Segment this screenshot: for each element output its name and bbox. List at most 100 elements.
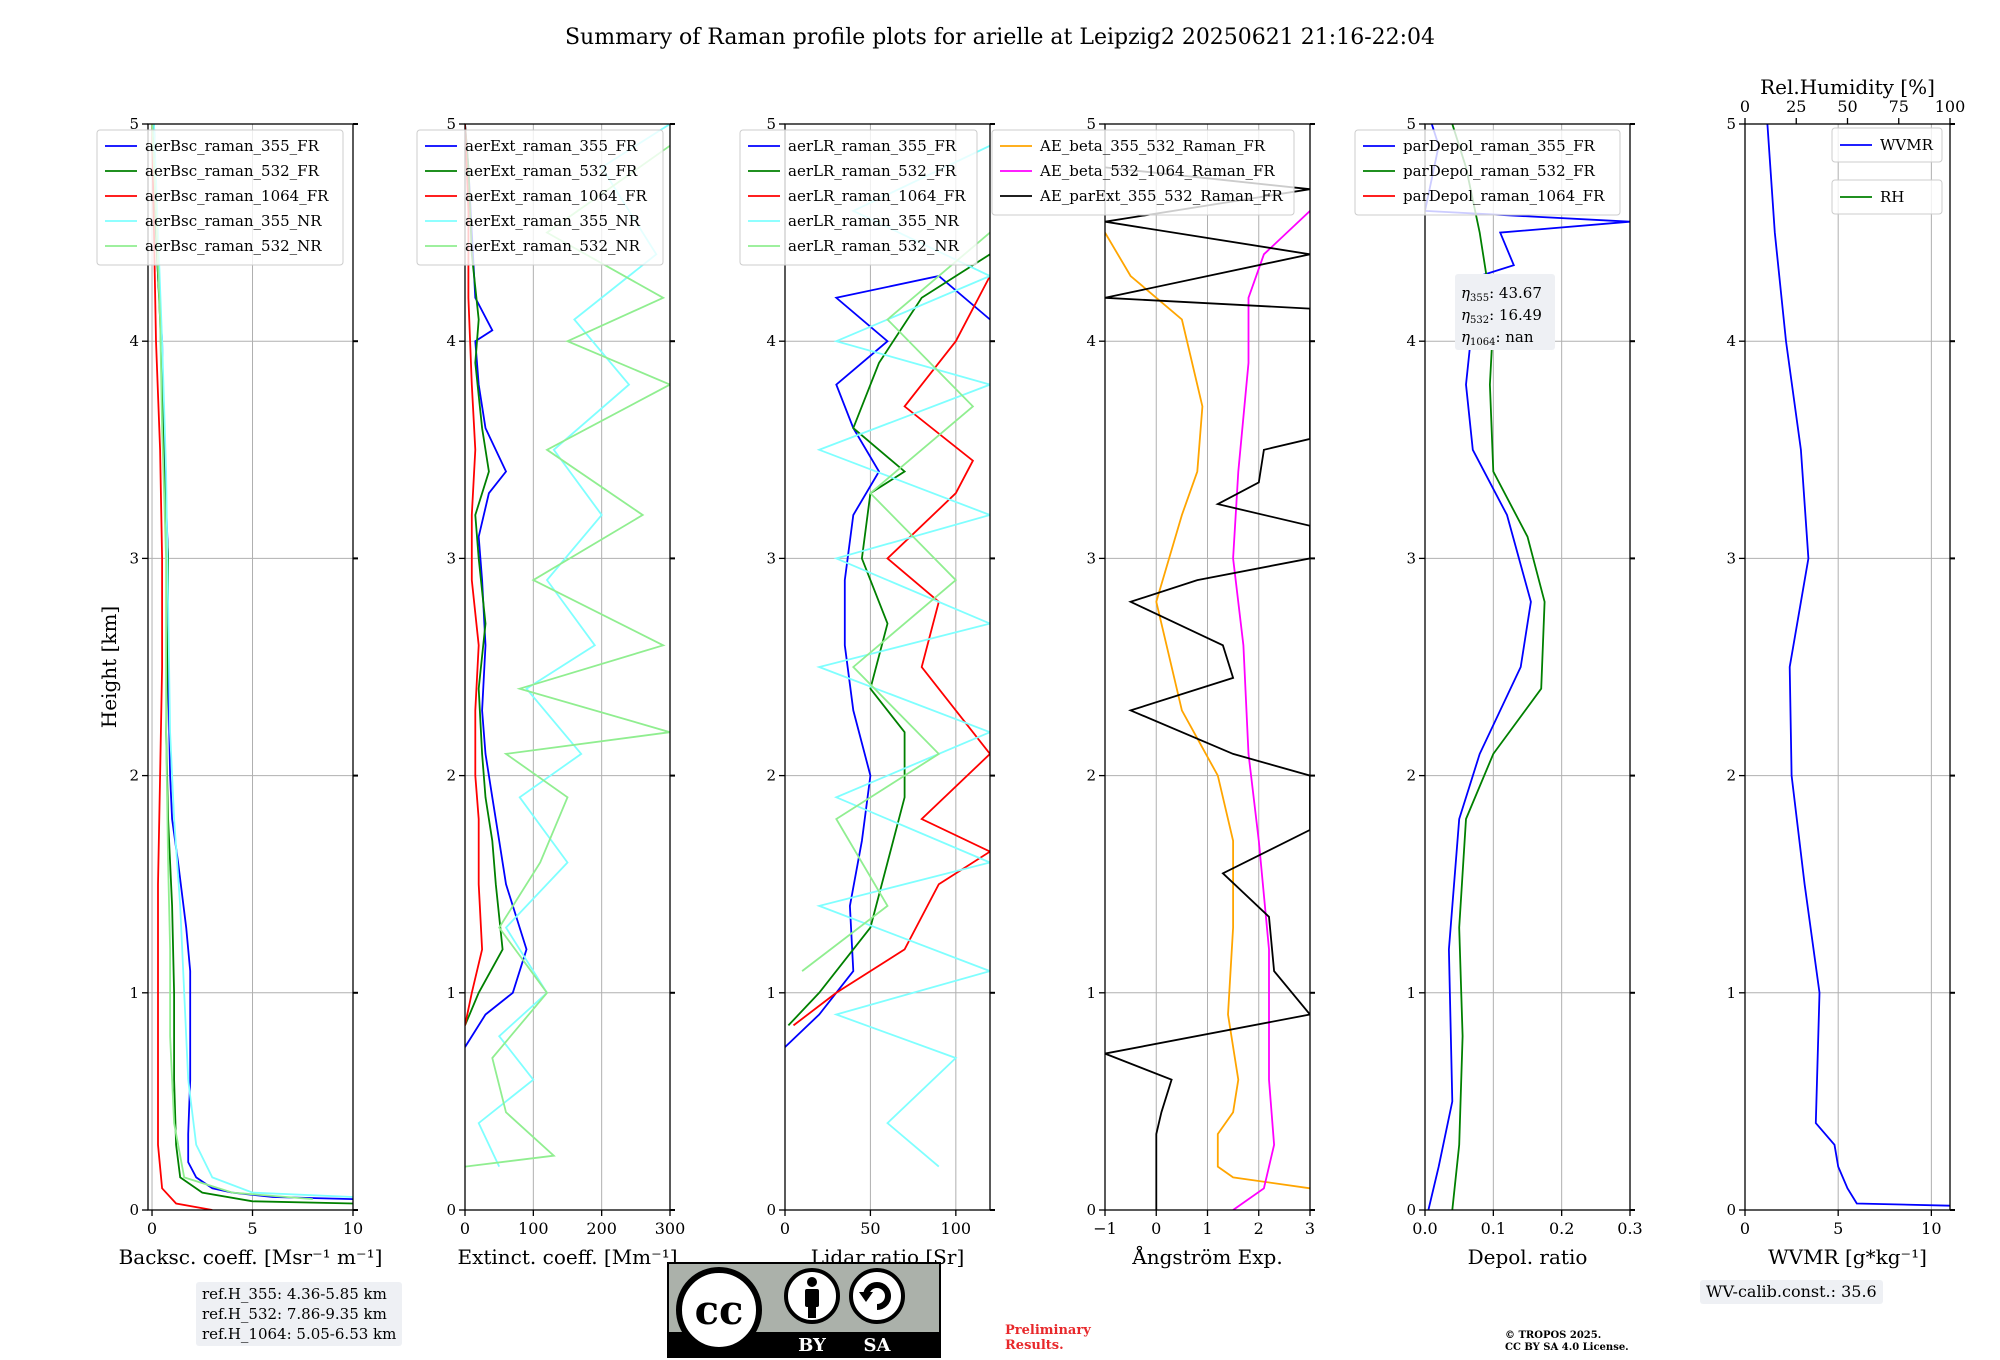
ref-height-1064: ref.H_1064: 5.05-6.53 km: [202, 1325, 397, 1343]
figure-title: Summary of Raman profile plots for ariel…: [565, 25, 1435, 50]
legend-label: AE_parExt_355_532_Raman_FR: [1039, 187, 1284, 205]
series-AE_beta_532_1064_Raman_FR: [1232, 210, 1310, 1210]
y-axis-label: Height [km]: [97, 606, 121, 728]
y-tick-label: 3: [129, 549, 139, 567]
panel-2: 0 100 200 300 0 1 2 3 4 5 Extinct. coeff. [Mm⁻¹] ae…: [416, 115, 685, 1269]
y-tick-label: 2: [1726, 767, 1736, 785]
x-tick-label: 50: [860, 1219, 880, 1238]
y-tick-label: 3: [446, 549, 456, 567]
series-aerLR_raman_532_FR: [787, 253, 990, 1027]
copyright-note: © TROPOS 2025. CC BY SA 4.0 License.: [1505, 1330, 1629, 1354]
x-tick-label: 0.2: [1549, 1219, 1574, 1238]
legend-WVMR: WVMR: [1831, 127, 1943, 163]
y-tick-label: 0: [1726, 1201, 1736, 1219]
series-parDepol_raman_532_FR: [1451, 124, 1546, 1210]
y-tick-label: 2: [446, 767, 456, 785]
x-tick-label: 3: [1305, 1219, 1315, 1238]
annotation-box: [1455, 274, 1555, 350]
svg-text:cc: cc: [695, 1287, 744, 1334]
preliminary-note: Preliminary Results.: [1005, 1323, 1091, 1353]
y-tick-label: 2: [766, 767, 776, 785]
y-tick-label: 5: [1086, 115, 1096, 133]
y-tick-label: 5: [446, 115, 456, 133]
attribution-person-icon: [784, 1268, 840, 1324]
series-aerExt_raman_355_NR: [477, 124, 670, 1167]
axes-frame: [147, 123, 354, 1211]
legend-box: [739, 129, 978, 266]
x2-tick-label: 0: [1740, 97, 1750, 116]
x2-axis-label: Rel.Humidity [%]: [1760, 75, 1935, 99]
badge-sa-label: SA: [864, 1335, 892, 1356]
legend-box: [416, 129, 664, 266]
y-tick-label: 4: [1726, 332, 1736, 350]
legend-label: aerBsc_raman_355_FR: [145, 137, 320, 155]
x-tick-label: 0.1: [1481, 1219, 1506, 1238]
x2-tick-label: 75: [1889, 97, 1909, 116]
y-tick-label: 5: [766, 115, 776, 133]
legend-box: [1831, 179, 1943, 215]
cc-by-sa-badge: cc BY SA: [667, 1262, 941, 1358]
x-axis-label: Depol. ratio: [1468, 1245, 1588, 1269]
series-WVMR: [1766, 124, 1950, 1207]
series-aerLR_raman_355_NR: [816, 144, 990, 1168]
y-tick-label: 5: [1726, 115, 1736, 133]
y-tick-label: 4: [1406, 332, 1416, 350]
panel-1: 0 5 10 0 1 2 3 4 5 Backsc. coeff. [Msr⁻¹ m⁻¹] Heig…: [96, 115, 382, 1269]
eta-355: η355: 43.67: [1461, 284, 1542, 304]
y-tick-label: 0: [446, 1201, 456, 1219]
legend-label: aerBsc_raman_355_NR: [145, 212, 322, 230]
axes-frame: [784, 123, 991, 1211]
preliminary-line-1: Preliminary: [1005, 1323, 1091, 1338]
legend-label: aerExt_raman_532_FR: [465, 162, 638, 180]
y-tick-label: 5: [1406, 115, 1416, 133]
legend-label: aerLR_raman_532_NR: [788, 237, 959, 255]
x-tick-label: 0.3: [1617, 1219, 1642, 1238]
y-tick-label: 3: [1086, 549, 1096, 567]
x-tick-label: 0.0: [1412, 1219, 1437, 1238]
series-aerExt_raman_532_NR: [465, 144, 670, 1168]
legend-box: [96, 129, 344, 266]
series-aerExt_raman_532_FR: [465, 124, 504, 1026]
copyright-line-1: © TROPOS 2025.: [1505, 1330, 1602, 1341]
x2-tick-label: 25: [1786, 97, 1806, 116]
y-tick-label: 0: [1086, 1201, 1096, 1219]
y-tick-label: 2: [1086, 767, 1096, 785]
y-tick-label: 3: [766, 549, 776, 567]
y-tick-label: 1: [1086, 984, 1096, 1002]
x-tick-label: −1: [1093, 1219, 1117, 1238]
y-tick-label: 2: [129, 767, 139, 785]
y-tick-label: 2: [1406, 767, 1416, 785]
legend-box: [991, 129, 1295, 216]
x-tick-label: 1: [1202, 1219, 1212, 1238]
share-alike-icon: [849, 1268, 905, 1324]
eta-532: η532: 16.49: [1461, 306, 1542, 326]
series-aerBsc_raman_355_NR: [153, 124, 353, 1198]
y-tick-label: 4: [446, 332, 456, 350]
legend-label: AE_beta_355_532_Raman_FR: [1039, 137, 1266, 155]
x-axis-label: Extinct. coeff. [Mm⁻¹]: [457, 1245, 677, 1269]
legend-label: AE_beta_532_1064_Raman_FR: [1039, 162, 1275, 180]
series-aerBsc_raman_532_NR: [151, 124, 313, 1200]
axes-frame: [464, 123, 671, 1211]
series-parDepol_raman_355_FR: [1425, 124, 1630, 1210]
series-aerExt_raman_1064_FR: [465, 124, 484, 1026]
series-aerBsc_raman_355_FR: [153, 124, 353, 1200]
legend-label: aerLR_raman_1064_FR: [788, 187, 966, 205]
legend-label: aerLR_raman_355_NR: [788, 212, 959, 230]
legend-RH: RH: [1831, 179, 1943, 215]
legend: aerBsc_raman_355_FR aerBsc_raman_532_FRae…: [96, 129, 344, 266]
legend-label: parDepol_raman_1064_FR: [1403, 187, 1605, 205]
axes-frame: [1424, 123, 1631, 1211]
y-tick-label: 5: [129, 115, 139, 133]
series-aerBsc_raman_532_FR: [153, 124, 353, 1205]
legend-label: aerLR_raman_355_FR: [788, 137, 957, 155]
x-tick-label: 0: [460, 1219, 470, 1238]
x-tick-label: 5: [1833, 1219, 1843, 1238]
legend-label: aerExt_raman_1064_FR: [465, 187, 647, 205]
x-axis-label: Ångström Exp.: [1131, 1244, 1282, 1269]
legend-label: aerBsc_raman_532_NR: [145, 237, 322, 255]
y-tick-label: 3: [1406, 549, 1416, 567]
